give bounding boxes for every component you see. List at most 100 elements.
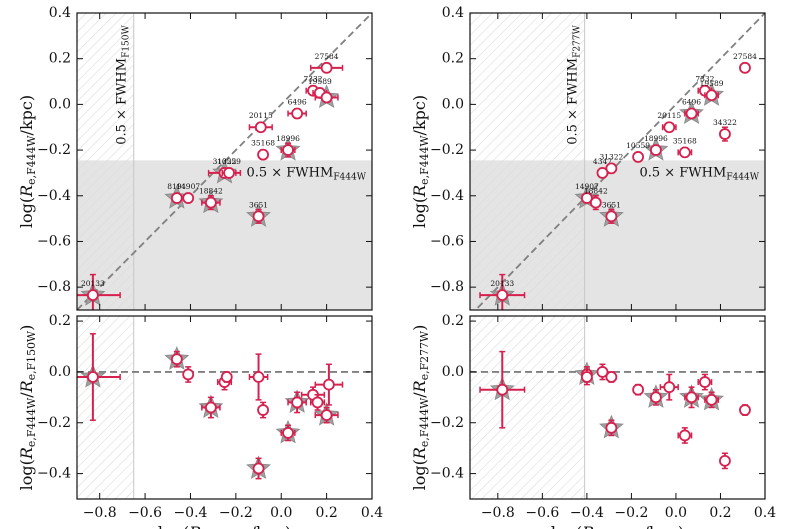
psf-annotation: 0.5 × FWHMF150W [114,24,131,144]
x-tick-label: −0.8 [481,505,515,521]
y-tick-label: 0.2 [442,51,464,67]
x-tick-label: 0.0 [665,505,687,521]
data-point [739,61,751,74]
annotation-sub: F444W [333,172,366,182]
label-part: R [17,185,36,198]
label-part: /kpc) [644,523,685,529]
data-point [257,148,269,161]
x-tick-label: 0.4 [754,505,776,521]
x-tick-label: 0.2 [709,505,731,521]
y-tick-label: −0.4 [37,188,71,204]
x-tick-label: −0.2 [219,505,253,521]
y-tick-label: 0.0 [49,364,71,380]
psf-annotation: 0.5 × FWHMF444W [246,165,366,182]
point-label: 7332 [695,75,714,84]
label-part: log( [17,197,36,228]
data-point [605,210,618,223]
x-tick-label: 0.2 [315,505,337,521]
y-tick-label: −0.4 [430,188,464,204]
y-tick-label: 0.2 [49,51,71,67]
axes-frame [469,315,766,500]
label-part: /kpc) [251,523,292,529]
label-part: R [410,185,429,198]
label-part: R [410,380,429,393]
y-tick-label: 0.4 [49,5,71,21]
data-point [291,396,304,409]
data-point [254,121,267,134]
data-point [252,462,265,475]
point-label: 31322 [213,157,237,166]
y-tick-label: −0.2 [37,415,71,431]
label-part: R [17,447,36,460]
point-label: 14907 [176,182,200,191]
data-point [320,61,333,74]
data-point [678,429,691,442]
point-label: 20133 [81,279,105,288]
data-point [220,371,233,383]
data-point [223,167,235,179]
y-tick-label: 0.2 [442,313,464,329]
point-label: 34322 [713,118,737,127]
data-point [86,371,99,383]
point-label: 6496 [288,98,307,107]
y-tick-label: 0.0 [442,96,464,112]
data-point [291,107,304,120]
annotation-text: 0.5 × FWHM [246,165,333,180]
data-point [650,391,662,404]
data-point [322,378,335,391]
y-tick-label: 0.0 [49,96,71,112]
data-point [320,409,333,422]
data-point [252,371,265,383]
data-point [632,151,644,163]
label-part: R [410,447,429,460]
y-tick-label: −0.4 [430,466,464,482]
y-tick-label: −0.2 [37,142,71,158]
label-part: /kpc) [410,95,429,136]
data-point [580,371,593,383]
annotation-text: 0.5 × FWHM [565,58,580,145]
x-tick-label: 0.4 [361,505,383,521]
psf-hatch [470,13,585,310]
data-point [182,192,195,204]
point-label: 14907 [575,182,599,191]
data-point [496,383,509,396]
x-tick-label: −0.6 [525,505,559,521]
point-label: 18996 [644,134,668,143]
data-point [739,404,751,416]
data-point [650,144,662,156]
data-point [663,381,676,394]
annotation-text: 0.5 × FWHM [114,58,129,145]
label-part: R [17,380,36,393]
data-point [698,376,711,388]
data-point [596,167,609,179]
y-tick-label: −0.2 [430,415,464,431]
y-tick-label: −0.2 [430,142,464,158]
y-tick-label: −0.4 [37,466,71,482]
data-point [86,289,99,302]
axes-frame [76,315,373,500]
data-point [678,146,691,159]
label-part: / [17,392,36,398]
data-point [311,396,324,409]
label-part: log( [158,523,189,529]
point-label: 19589 [308,77,332,86]
label-part: e,F444W [25,397,38,447]
one-to-one-line [474,13,765,310]
x-tick-label: −0.4 [570,505,604,521]
annotation-text: 0.5 × FWHM [639,165,726,180]
data-point [257,404,269,416]
data-point [170,353,183,366]
point-label: 18996 [276,134,300,143]
label-part: R [188,523,201,529]
axes-frame [469,12,766,311]
data-point [663,121,676,134]
point-label: 18842 [199,187,223,196]
x-axis-label: log(Re,F150W/kpc) [158,523,291,529]
label-part: e,F444W [418,397,431,447]
y-tick-label: 0.2 [49,313,71,329]
psf-hatch [77,13,134,310]
point-label: 27584 [733,52,757,61]
x-axis-label: log(Re,F277W/kpc) [551,523,684,529]
